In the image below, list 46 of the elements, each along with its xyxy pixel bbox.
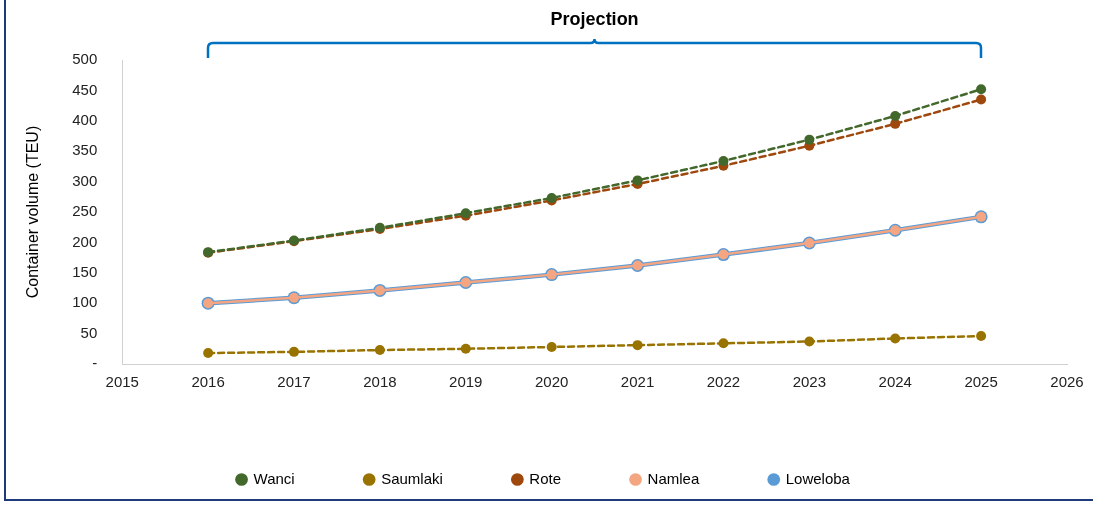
- x-tick-label: 2015: [105, 373, 139, 391]
- x-tick-label: 2024: [878, 373, 912, 391]
- point: [632, 340, 643, 351]
- x-tick-label: 2023: [792, 373, 827, 391]
- y-tick-label: 500: [72, 50, 98, 68]
- x-tick-label: 2018: [363, 373, 397, 391]
- point: [718, 338, 729, 349]
- x-tick-label: 2019: [449, 373, 483, 391]
- point: [804, 134, 815, 145]
- x-tick-label: 2020: [534, 373, 569, 391]
- point: [976, 94, 987, 105]
- point: [804, 336, 815, 347]
- x-tick-label: 2021: [620, 373, 655, 391]
- x-tick-label: 2026: [1050, 373, 1084, 391]
- y-tick-label: 200: [72, 232, 98, 250]
- x-tick-label: 2022: [706, 373, 741, 391]
- text: Projection: [550, 9, 639, 30]
- y-tick-label: 400: [72, 110, 98, 128]
- y-tick-label: -: [92, 354, 98, 372]
- y-tick-label: 350: [72, 141, 98, 159]
- legend-label: Loweloba: [785, 469, 851, 487]
- legend-label: Namlea: [647, 469, 700, 487]
- point: [890, 110, 901, 121]
- point: [289, 346, 299, 357]
- y-tick-label: 100: [72, 293, 98, 311]
- y-tick-label: 150: [72, 262, 98, 280]
- point: [546, 341, 557, 352]
- y-tick-label: 300: [72, 171, 98, 189]
- point: [976, 331, 987, 342]
- y-tick-label: 250: [72, 202, 98, 220]
- legend-label: Saumlaki: [381, 469, 443, 487]
- point: [718, 155, 729, 166]
- x-tick-label: 2016: [191, 373, 225, 391]
- x-tick-label: 2025: [964, 373, 998, 391]
- y-tick-label: 50: [80, 323, 98, 341]
- point: [374, 345, 385, 356]
- legend-label: Wanci: [253, 469, 295, 487]
- y-axis-title: Container volume (TEU): [24, 125, 42, 299]
- point: [976, 84, 987, 95]
- y-tick-label: 450: [72, 80, 98, 98]
- point: [460, 343, 471, 354]
- x-tick-label: 2017: [277, 373, 311, 391]
- point: [632, 175, 643, 186]
- point: [890, 333, 901, 344]
- legend-label: Rote: [529, 469, 562, 487]
- point: [203, 348, 214, 359]
